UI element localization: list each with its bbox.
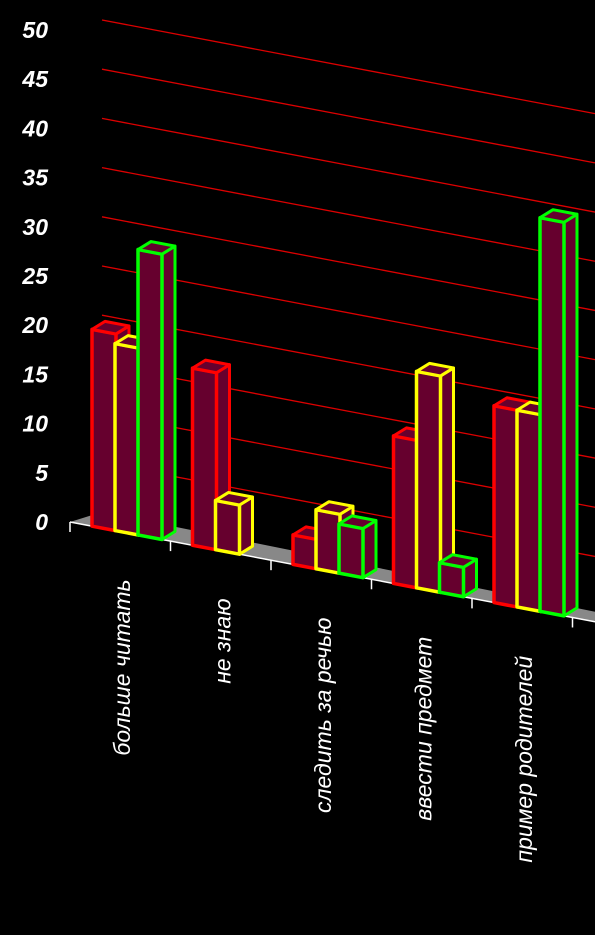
- x-tick-label: не знаю: [210, 598, 236, 683]
- x-tick-label: больше читать: [109, 579, 135, 755]
- y-tick-label: 15: [22, 361, 49, 387]
- y-tick-label: 25: [21, 263, 49, 289]
- y-tick-label: 10: [22, 411, 48, 437]
- bar: [136, 240, 177, 542]
- gridline: [101, 265, 595, 361]
- bars: [90, 208, 579, 618]
- y-tick-label: 0: [35, 509, 48, 535]
- bar: [337, 514, 378, 580]
- gridline: [101, 68, 595, 164]
- gridline: [101, 117, 595, 213]
- x-tick-label: пример родителей: [511, 656, 537, 863]
- gridlines: [101, 19, 595, 558]
- y-tick-label: 35: [22, 165, 49, 191]
- y-tick-label: 5: [35, 460, 49, 486]
- y-tick-label: 45: [21, 66, 49, 92]
- bar: [538, 208, 579, 618]
- gridline: [101, 19, 595, 115]
- y-tick-label: 30: [22, 214, 48, 240]
- y-axis-ticks: 0 5 10 15 20 25 30 35 40 45 50: [21, 17, 49, 535]
- y-tick-label: 50: [22, 17, 48, 43]
- x-axis-ticks: больше читать не знаю следить за речью ввес…: [69, 522, 574, 863]
- y-tick-label: 40: [21, 115, 48, 141]
- gridline: [101, 166, 595, 262]
- gridline: [101, 216, 595, 312]
- x-tick-label: ввести предмет: [411, 637, 437, 821]
- y-tick-label: 20: [21, 312, 48, 338]
- x-tick-label: следить за речью: [310, 618, 336, 813]
- bar: [437, 553, 478, 599]
- gridline: [101, 314, 595, 410]
- bar: [213, 490, 254, 556]
